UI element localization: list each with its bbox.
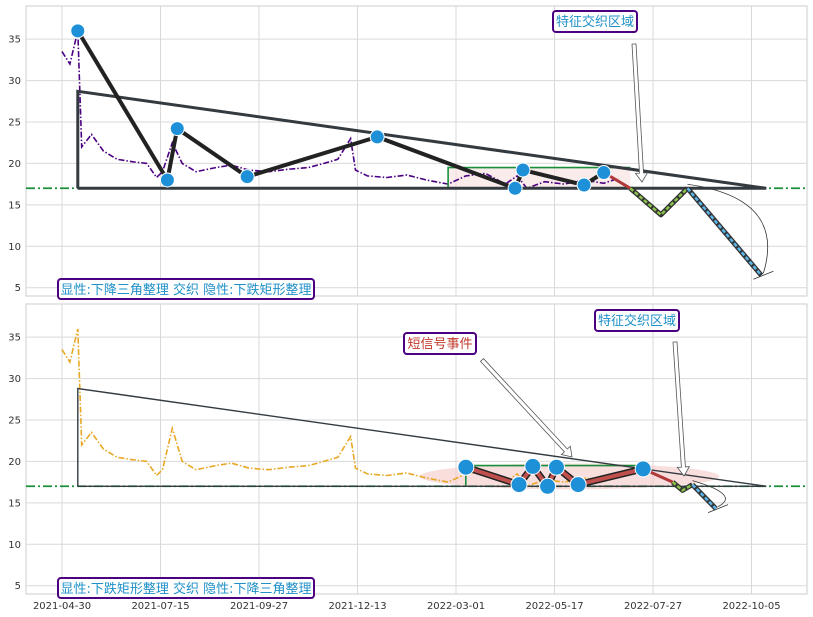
y-tick-label: 10 (8, 242, 21, 253)
x-tick-label: 2022-03-01 (427, 601, 485, 612)
y-tick-label: 15 (8, 200, 21, 211)
pivot-point (507, 180, 523, 196)
pivot-point (576, 177, 592, 193)
y-tick-label: 20 (8, 457, 21, 468)
bottom-y-axis: 5 10 15 20 25 30 35 (8, 333, 21, 593)
pivot-point (369, 129, 385, 145)
y-tick-label: 25 (8, 416, 21, 427)
top-pattern-description: 显性:下降三角整理 交织 隐性:下跌矩形整理 (60, 282, 311, 298)
y-tick-label: 30 (8, 374, 21, 385)
feature-region-arrow (672, 341, 691, 477)
x-axis: 2021-04-30 2021-07-15 2021-09-27 2021-12-13… (33, 601, 781, 612)
y-tick-label: 25 (8, 118, 21, 129)
pivot-point (70, 23, 86, 39)
rectangle-pattern (447, 166, 631, 189)
forecast-blue (686, 187, 763, 277)
forecast-green (671, 481, 694, 492)
x-tick-label: 2022-10-05 (722, 601, 780, 612)
pivot-point (515, 162, 531, 178)
bottom-annotations: 特征交织区域 短信号事件 显性:下跌矩形整理 交织 隐性:下降三角整理 (57, 309, 691, 599)
y-tick-label: 35 (8, 333, 21, 344)
y-tick-label: 15 (8, 498, 21, 509)
top-plot-area (26, 23, 807, 280)
x-tick-label: 2021-12-13 (328, 601, 386, 612)
forecast-arc (692, 480, 726, 508)
x-tick-label: 2022-05-17 (525, 601, 583, 612)
forecast-arc (687, 183, 768, 274)
pivot-point (159, 172, 175, 188)
price-series-line (61, 328, 619, 488)
pivot-point (239, 169, 255, 185)
pivot-point (596, 165, 612, 181)
feature-region-arrow (631, 43, 649, 183)
x-tick-label: 2021-09-27 (230, 601, 288, 612)
pivot-point (524, 457, 542, 475)
price-series-line (61, 30, 619, 190)
pivot-point (457, 458, 475, 476)
y-tick-label: 35 (8, 35, 21, 46)
top-y-axis: 5 10 15 20 25 30 35 (8, 35, 21, 295)
triangle-pattern (77, 387, 767, 487)
bottom-feature-region-label: 特征交织区域 (598, 313, 676, 329)
y-tick-label: 20 (8, 159, 21, 170)
y-tick-label: 5 (15, 283, 21, 294)
forecast-green (629, 187, 689, 217)
forecast-end-bar (707, 504, 729, 514)
forecast-blue-outline (690, 482, 718, 511)
top-annotations: 特征交织区域 显性:下降三角整理 交织 隐性:下跌矩形整理 (57, 10, 649, 300)
pivot-point (547, 458, 565, 476)
pivot-point (510, 476, 528, 494)
top-feature-region-label: 特征交织区域 (556, 14, 634, 30)
y-tick-label: 30 (8, 76, 21, 87)
short-signal-arrow (479, 358, 573, 458)
triangle-pattern (76, 89, 767, 190)
pivot-point (634, 460, 652, 478)
x-tick-label: 2021-07-15 (131, 601, 189, 612)
top-chart-panel: 5 10 15 20 25 30 35 特征交织区域 显性:下降三角整理 交织 隐性:下跌矩… (8, 5, 808, 300)
short-signal-event-label: 短信号事件 (407, 337, 472, 352)
pivot-point (539, 477, 557, 495)
bottom-pattern-description: 显性:下跌矩形整理 交织 隐性:下降三角整理 (60, 581, 311, 597)
bottom-plot-area (26, 328, 807, 514)
x-tick-label: 2021-04-30 (33, 601, 91, 612)
y-tick-label: 5 (15, 581, 21, 592)
pivot-point (569, 476, 587, 494)
y-tick-label: 10 (8, 540, 21, 551)
forecast-end-bar (753, 270, 774, 280)
pivot-point (169, 121, 185, 137)
x-tick-label: 2022-07-27 (624, 601, 682, 612)
